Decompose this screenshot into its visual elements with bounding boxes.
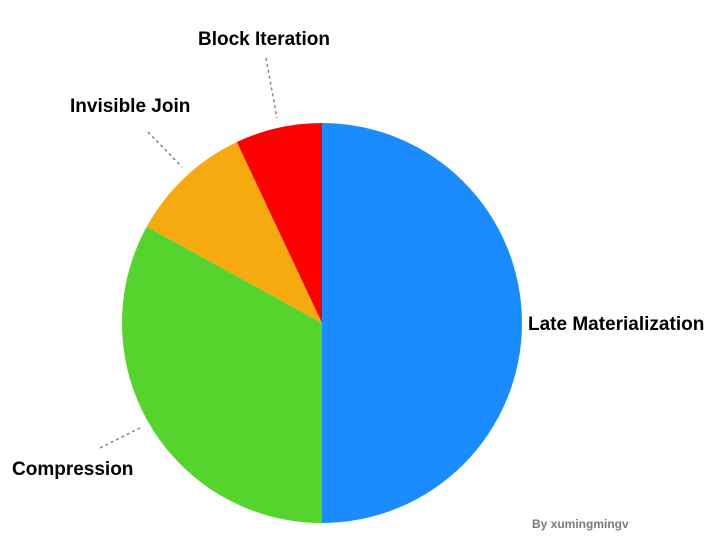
slice-label: Invisible Join: [70, 96, 190, 117]
slice-label: Late Materialization: [528, 314, 704, 335]
pie-slice-invisible-join: [146, 142, 322, 323]
leader-lines: [99, 57, 278, 449]
leader-line: [147, 131, 183, 168]
leader-line: [265, 57, 278, 119]
pie-slices: [121, 123, 522, 523]
pie-slice-late-materialization: [322, 123, 522, 523]
credit-text: By xumingmingv: [532, 517, 629, 531]
slice-label: Compression: [12, 459, 133, 480]
pie-slice-compression: [121, 226, 322, 523]
leader-line: [99, 427, 141, 449]
pie-slice-block-iteration: [236, 123, 322, 323]
slice-label: Block Iteration: [198, 29, 330, 50]
slice-labels: Late Materialization Compression Invisible…: [12, 29, 704, 480]
